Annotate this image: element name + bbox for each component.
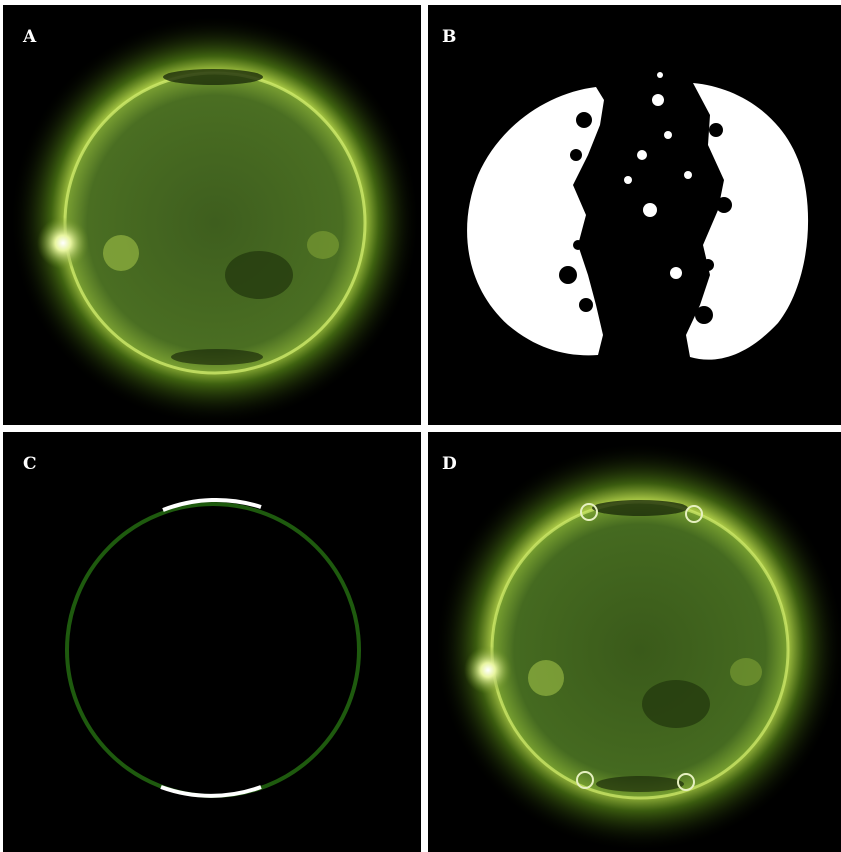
panel-b: B	[428, 5, 841, 425]
limb-markers	[576, 503, 703, 791]
panel-label: D	[442, 454, 457, 474]
panel-label: B	[442, 27, 457, 47]
binary-mask-image	[467, 72, 809, 360]
marker-nw	[685, 505, 703, 523]
panel-d: D	[428, 432, 841, 852]
active-region-east	[730, 658, 762, 686]
limb-ring	[65, 502, 361, 798]
limb-flare	[37, 217, 89, 269]
limb-ring-image	[65, 498, 361, 798]
active-region	[528, 660, 564, 696]
south-polar-hole	[596, 776, 684, 792]
solar-disk	[65, 73, 365, 373]
panel-a: A	[3, 5, 421, 425]
solar-image-a	[10, 15, 420, 425]
mask-holes	[559, 112, 732, 324]
limb-flare	[464, 646, 512, 694]
panel-c: C	[3, 432, 421, 852]
north-polar-hole	[163, 69, 263, 85]
marker-ne	[580, 503, 598, 521]
solar-image-d	[435, 442, 841, 852]
active-region-east	[307, 231, 339, 259]
panel-label: C	[23, 454, 37, 474]
mask-region-east	[686, 83, 809, 360]
limb-arc-south	[160, 785, 262, 798]
south-polar-hole	[171, 349, 263, 365]
mask-islands	[624, 72, 692, 279]
limb-arc-north	[162, 498, 262, 512]
marker-sw	[677, 773, 695, 791]
solar-disk	[492, 502, 788, 798]
north-polar-hole	[592, 500, 688, 516]
panel-label: A	[23, 27, 37, 47]
coronal-hole	[642, 680, 710, 728]
active-region	[103, 235, 139, 271]
coronal-hole	[225, 251, 293, 299]
mask-region-west	[467, 87, 604, 356]
marker-se	[576, 771, 594, 789]
